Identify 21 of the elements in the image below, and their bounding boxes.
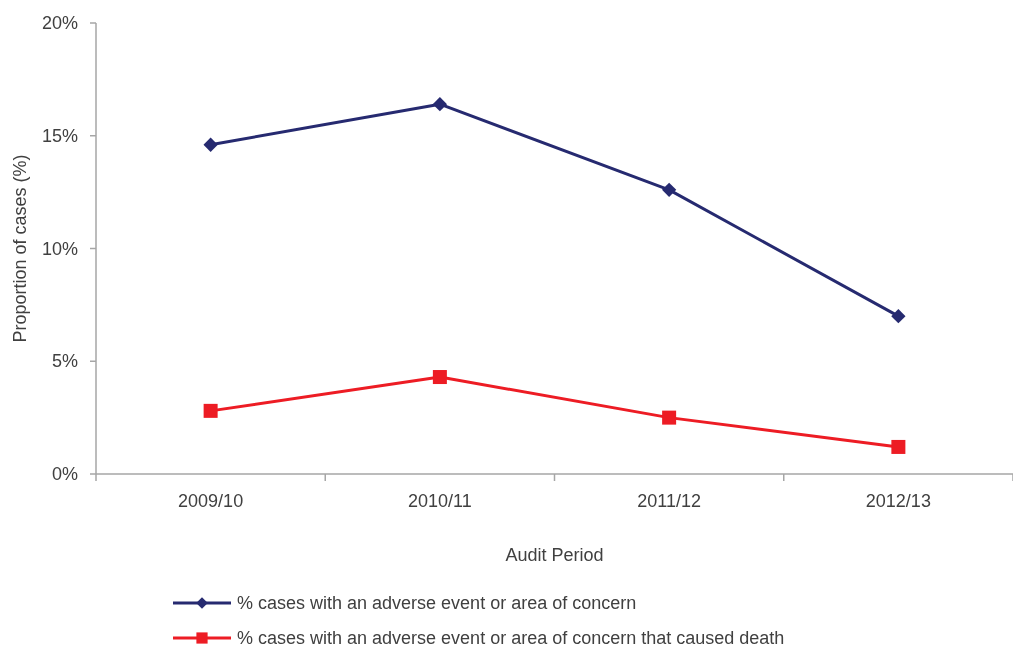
x-axis-title: Audit Period [505,545,604,565]
point [891,439,906,454]
x-tick-label: 2011/12 [637,491,701,511]
legend-label: % cases with an adverse event or area of concern [237,592,637,614]
legend-label: % cases with an adverse event or area of concern that caused death [237,627,785,649]
x-tick-label: 2010/11 [408,491,472,511]
point [203,137,218,152]
y-tick-label: 10% [41,238,78,259]
point [432,97,448,112]
x-tick-label: 2009/10 [178,491,244,511]
point [203,403,218,418]
point [891,309,906,324]
point [662,410,677,425]
y-tick-label: 15% [41,125,78,146]
y-axis-title: Proportion of cases (%) [10,154,30,343]
y-tick-label: 0% [51,464,78,484]
x-tick-label: 2012/13 [865,491,931,511]
point [432,370,447,385]
y-tick-label: 20% [41,13,78,33]
y-tick-label: 5% [51,351,78,372]
point [661,182,677,198]
